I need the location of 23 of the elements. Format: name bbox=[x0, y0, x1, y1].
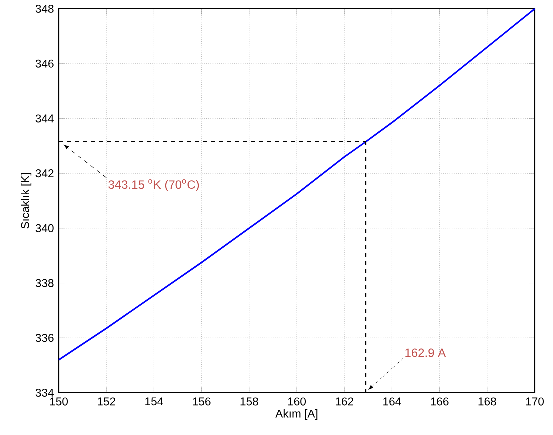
y-tick-label: 340 bbox=[36, 224, 54, 232]
x-tick-label: 166 bbox=[431, 398, 449, 406]
x-tick-label: 168 bbox=[478, 398, 496, 406]
y-tick-label: 346 bbox=[36, 60, 54, 68]
annotation: 343.15 $^{o}$K (70$^{o}$C) bbox=[108, 180, 200, 192]
x-tick-label: 160 bbox=[288, 398, 306, 406]
y-tick-label: 336 bbox=[36, 334, 54, 342]
y-tick-label: 334 bbox=[36, 388, 54, 397]
y-tick-label: 344 bbox=[36, 114, 54, 123]
x-tick-label: 154 bbox=[146, 398, 164, 406]
x-tick-label: 170 bbox=[526, 398, 544, 406]
x-tick-label: 164 bbox=[384, 398, 402, 406]
x-tick-label: 150 bbox=[50, 398, 68, 406]
y-tick-label: 348 bbox=[36, 4, 54, 13]
x-tick-label: 152 bbox=[98, 398, 116, 406]
y-tick-label: 338 bbox=[36, 279, 54, 288]
x-tick-label: 162 bbox=[336, 398, 354, 406]
x-axis-title: Akım [A] bbox=[276, 410, 318, 420]
annotation: 162.9 A bbox=[406, 348, 446, 358]
x-tick-label: 158 bbox=[240, 398, 258, 406]
y-axis-title: Sıcaklık [K] bbox=[21, 173, 32, 229]
x-tick-label: 156 bbox=[193, 398, 211, 406]
y-tick-label: 342 bbox=[36, 170, 54, 178]
